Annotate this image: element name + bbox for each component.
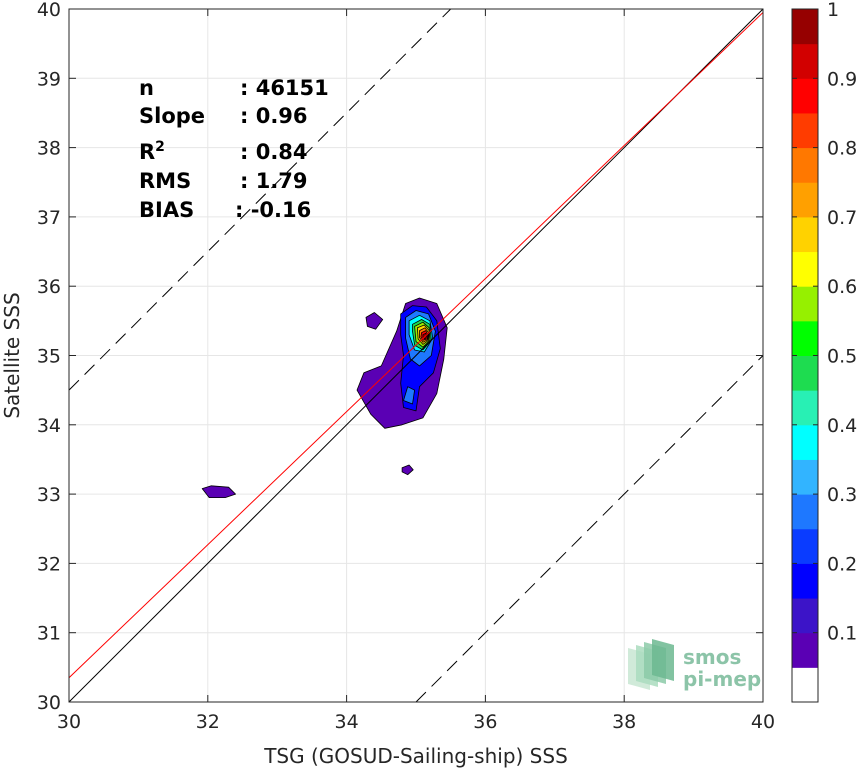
density-contours [201, 297, 448, 499]
y-axis-ticks: 30 31 32 33 34 35 36 37 38 39 40 [37, 0, 763, 714]
y-tick-label: 35 [37, 346, 61, 368]
colorbar-tick-label: 0.2 [827, 553, 857, 575]
colorbar-swatch [792, 9, 818, 45]
colorbar-swatch [792, 598, 818, 634]
colorbar-tick-label: 0.7 [827, 207, 857, 229]
y-tick-label: 31 [37, 623, 61, 645]
colorbar-swatch [792, 251, 818, 287]
colorbar-swatch [792, 528, 818, 564]
x-tick-label: 36 [473, 711, 497, 733]
colorbar-swatch [792, 424, 818, 460]
stat-value: : 1.79 [240, 169, 308, 193]
colorbar-tick-label: 1 [827, 0, 839, 21]
colorbar-swatch [792, 43, 818, 79]
density-contour [401, 464, 414, 476]
fit-line [68, 12, 764, 679]
colorbar-tick-label: 0.1 [827, 623, 857, 645]
colorbar-swatch [792, 355, 818, 391]
stat-label: Slope [139, 104, 205, 128]
colorbar-tick-label: 0.4 [827, 415, 857, 437]
logo-text-line1: smos [683, 645, 741, 669]
x-axis-ticks: 30 32 34 36 38 40 [57, 9, 775, 733]
logo-graphic [628, 639, 674, 690]
reference-lines [68, 8, 764, 703]
colorbar-swatch [792, 286, 818, 322]
stats-box: n : 46151 Slope : 0.96 R2 : 0.84 RMS : 1.79 BIAS… [139, 76, 329, 222]
x-tick-label: 40 [751, 711, 775, 733]
x-tick-label: 32 [196, 711, 220, 733]
x-axis-label: TSG (GOSUD-Sailing-ship) SSS [263, 744, 568, 768]
y-tick-label: 32 [37, 553, 61, 575]
colorbar-tick-label: 0.9 [827, 68, 857, 90]
y-tick-label: 30 [37, 692, 61, 714]
colorbar-tick-label: 0.6 [827, 276, 857, 298]
x-tick-label: 38 [612, 711, 636, 733]
colorbar-swatch [792, 216, 818, 253]
density-contour [201, 485, 237, 499]
stat-label: R2 [139, 139, 165, 164]
upper-bound-line [68, 8, 452, 391]
x-tick-label: 34 [335, 711, 359, 733]
colorbar-swatch [792, 459, 818, 495]
stat-value: : 0.96 [240, 104, 308, 128]
x-tick-label: 30 [57, 711, 81, 733]
stat-value: : 0.84 [240, 140, 308, 164]
logo-text-line2: pi-mep [683, 667, 761, 691]
y-tick-label: 34 [37, 415, 61, 437]
colorbar-tick-label: 0.3 [827, 484, 857, 506]
y-axis-label: Satellite SSS [0, 292, 24, 418]
stat-label: n [139, 76, 154, 100]
y-tick-label: 37 [37, 207, 61, 229]
colorbar-swatch [792, 112, 818, 149]
colorbar-swatch [792, 147, 818, 183]
one-to-one-line [68, 8, 764, 703]
stat-value: : -0.16 [235, 198, 311, 222]
colorbar-swatch [792, 182, 818, 218]
lower-bound-line [415, 355, 764, 703]
stat-superscript: 2 [155, 139, 165, 155]
logo-layer [652, 639, 674, 681]
y-tick-label: 33 [37, 484, 61, 506]
y-tick-label: 39 [37, 68, 61, 90]
colorbar-swatch [792, 78, 818, 114]
colorbar-tick-label: 0.8 [827, 138, 857, 160]
colorbar-swatch [792, 563, 818, 599]
stat-label: RMS [139, 169, 191, 193]
stat-label: BIAS [139, 198, 194, 222]
colorbar: 0.1 0.2 0.3 0.4 0.5 0.6 0.7 0.8 0.9 1 [791, 0, 857, 703]
y-tick-label: 36 [37, 276, 61, 298]
density-contour [403, 386, 416, 405]
colorbar-tick-label: 0.5 [827, 346, 857, 368]
density-contour [365, 312, 384, 330]
stat-value: : 46151 [240, 76, 329, 100]
colorbar-swatch [792, 320, 818, 356]
colorbar-swatch [792, 494, 818, 530]
colorbar-swatch [792, 390, 818, 426]
y-tick-label: 40 [37, 0, 61, 21]
colorbar-swatch [792, 667, 818, 703]
colorbar-swatch [792, 632, 818, 668]
y-tick-label: 38 [37, 138, 61, 160]
